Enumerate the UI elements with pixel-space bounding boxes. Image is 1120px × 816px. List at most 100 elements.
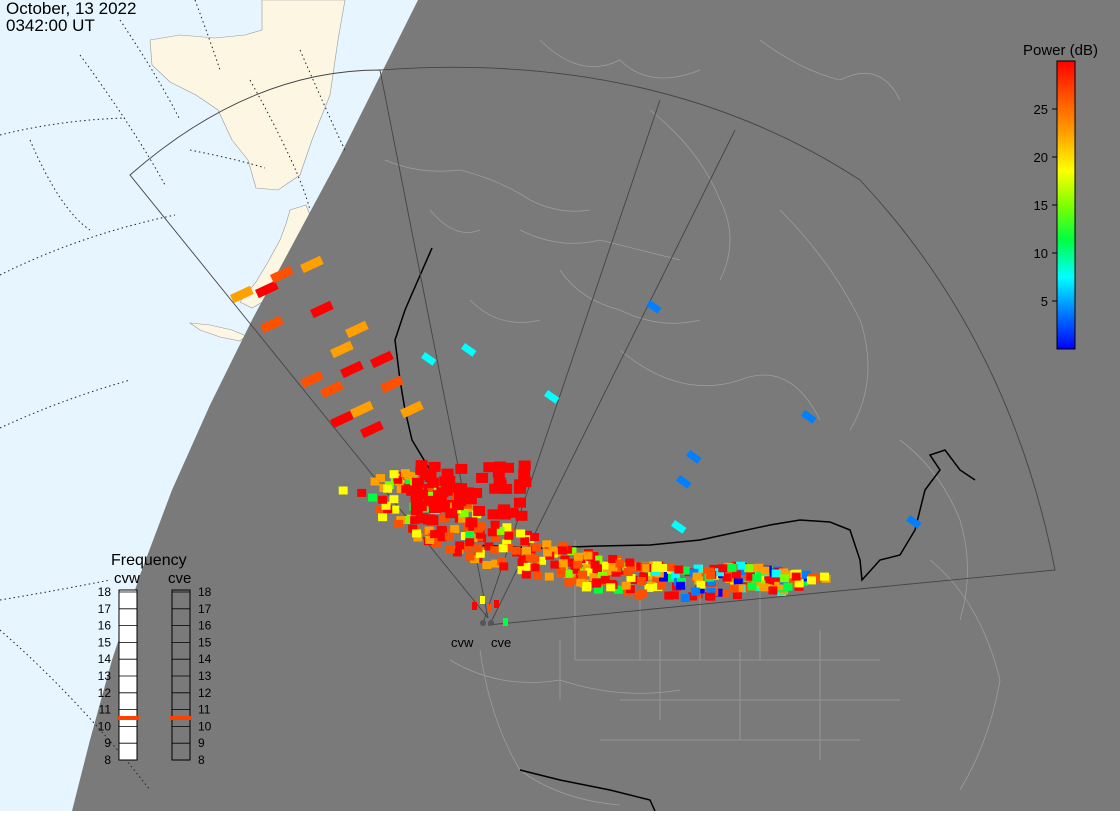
echo-cell — [420, 352, 437, 366]
frequency-tick-label-right: 16 — [198, 619, 212, 633]
echo-cell — [752, 574, 762, 582]
echo-cell — [458, 514, 468, 523]
echo-cell — [563, 569, 573, 578]
echo-cell — [606, 583, 616, 592]
echo-cell — [465, 552, 475, 561]
frequency-tick-label-right: 11 — [198, 703, 211, 717]
echo-cell — [764, 576, 774, 585]
echo-cell — [461, 487, 474, 498]
echo-cell — [719, 589, 729, 598]
echo-cell — [330, 410, 354, 429]
colorbar-tick-label: 5 — [1041, 294, 1048, 309]
echo-cell — [568, 558, 578, 567]
echo-cell — [747, 582, 757, 591]
echo-cell — [621, 581, 631, 590]
echo-cell — [433, 490, 445, 501]
echo-cell — [585, 568, 595, 577]
echo-cell — [389, 495, 399, 504]
frequency-tick-label-left: 9 — [104, 736, 111, 750]
echo-cell — [495, 526, 505, 535]
echo-cell — [455, 463, 468, 474]
echo-cell — [569, 576, 579, 585]
echo-cell — [378, 513, 388, 522]
echo-cell — [618, 566, 628, 575]
site-label-cvw: cvw — [451, 635, 474, 650]
echo-cell — [455, 541, 465, 550]
echo-cell — [483, 462, 496, 473]
echo-cell — [476, 472, 489, 483]
echo-cell — [340, 360, 364, 379]
echo-cell — [625, 558, 635, 567]
echo-cell — [494, 461, 506, 472]
echo-cell — [438, 526, 448, 535]
echo-cell — [531, 543, 541, 552]
echo-cell — [576, 578, 586, 587]
echo-cell — [558, 542, 568, 551]
echo-cell — [615, 559, 625, 568]
echo-cell — [520, 537, 530, 546]
echo-cell — [516, 529, 526, 538]
echo-cell — [425, 536, 435, 544]
echo-cell — [589, 573, 599, 582]
frequency-tick-label-right: 14 — [198, 652, 212, 666]
echo-cell — [424, 472, 437, 482]
echo-cell — [544, 572, 554, 581]
echo-cell — [511, 546, 521, 555]
frequency-tick-label-left: 16 — [98, 619, 112, 633]
echo-cell — [413, 533, 423, 542]
echo-cell — [517, 566, 527, 575]
echo-cell — [613, 585, 623, 594]
echo-cell — [452, 548, 462, 557]
echo-cell — [564, 578, 574, 587]
echo-cell — [370, 477, 380, 486]
echo-cell — [416, 513, 429, 524]
echo-cell — [381, 501, 391, 510]
echo-cell — [550, 560, 560, 569]
echo-cell — [450, 525, 460, 534]
frequency-indicator-cvw — [117, 716, 139, 720]
echo-cell — [731, 570, 741, 579]
colorbar-tick-label: 25 — [1034, 102, 1048, 117]
echo-cell — [259, 315, 284, 334]
echo-cell — [370, 350, 394, 369]
echo-cell — [390, 505, 400, 514]
echo-cell — [518, 460, 531, 471]
echo-cell — [463, 542, 473, 551]
echo-cell — [480, 596, 485, 604]
echo-cell — [556, 569, 566, 578]
echo-cell — [666, 563, 676, 572]
echo-cell — [592, 578, 602, 587]
echo-cell — [487, 604, 492, 612]
echo-cell — [451, 500, 464, 511]
echo-cell — [393, 475, 403, 484]
echo-cell — [651, 567, 661, 576]
echo-cell — [491, 533, 501, 542]
echo-cell — [905, 515, 922, 529]
radar-sites: cvw cve — [451, 620, 511, 650]
echo-cell — [492, 467, 505, 478]
frequency-tick-label-left: 13 — [98, 669, 112, 683]
echo-cell — [766, 581, 775, 590]
echo-cell — [460, 343, 477, 357]
echo-cell — [484, 542, 494, 551]
frequency-tick-label-right: 12 — [198, 686, 212, 700]
echo-cell — [759, 583, 769, 592]
echo-cell — [360, 420, 384, 439]
echo-cell — [338, 486, 348, 495]
echo-cell — [732, 591, 742, 600]
echo-cell — [229, 285, 254, 304]
echo-cell — [487, 509, 500, 520]
echo-cell — [680, 566, 690, 575]
echo-cell — [794, 579, 804, 588]
echo-cell — [389, 470, 399, 479]
echo-cell — [438, 502, 451, 513]
daylight-land — [149, 0, 346, 342]
echo-cell — [658, 564, 667, 572]
echo-cell — [459, 509, 469, 518]
echo-cell — [503, 618, 508, 626]
echo-cell — [394, 519, 404, 528]
timestamp: October, 13 2022 0342:00 UT — [6, 0, 136, 34]
frequency-tick-label-left: 18 — [98, 585, 112, 599]
graticule — [0, 0, 346, 791]
echo-cell — [491, 559, 501, 568]
